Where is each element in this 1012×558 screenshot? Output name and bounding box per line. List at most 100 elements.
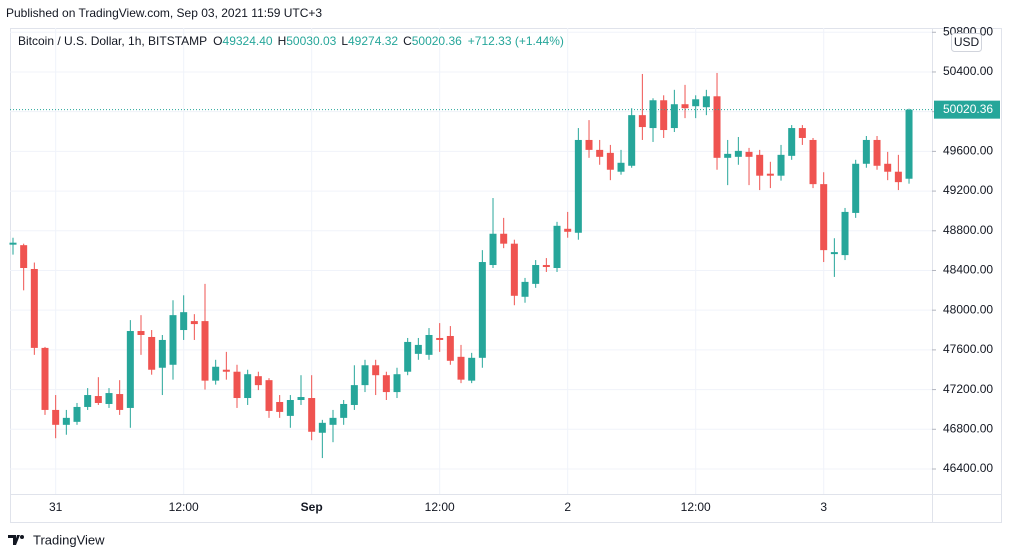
candle-body	[350, 385, 358, 405]
candle-body	[649, 100, 657, 129]
y-tick-label: 46800.00	[943, 421, 993, 435]
chart-title: Bitcoin / U.S. Dollar, 1h, BITSTAMP O4932…	[18, 34, 564, 48]
y-tick-label: 47600.00	[943, 342, 993, 356]
ohlc-value: 49324.40	[223, 34, 273, 48]
candle-body	[361, 365, 369, 386]
brand-name: TradingView	[33, 532, 105, 547]
candle-body	[404, 341, 412, 372]
candle-body	[126, 331, 134, 408]
candle-body	[62, 417, 70, 425]
x-tick-label: 12:00	[169, 500, 199, 514]
x-tick-label: Sep	[301, 500, 323, 514]
candle-body	[233, 371, 241, 399]
candle-body	[105, 393, 113, 404]
candle-body	[841, 211, 849, 256]
logo-dot	[20, 535, 24, 539]
candle-body	[884, 163, 892, 172]
y-tick-label: 47200.00	[943, 382, 993, 396]
candle-body	[468, 357, 476, 381]
candle-body	[788, 128, 796, 156]
candle-body	[500, 233, 508, 244]
candle-body	[777, 154, 785, 176]
candle-body	[628, 115, 636, 166]
y-tick-label: 48400.00	[943, 263, 993, 277]
candle-body	[180, 312, 188, 331]
candle-body	[169, 315, 177, 365]
candle-body	[372, 365, 380, 376]
candle-body	[542, 265, 550, 268]
candle-body	[766, 173, 774, 176]
overlay: 46400.00 46800.00 47200.00 47600.00 48000.00…	[10, 24, 1000, 514]
candle-body	[478, 262, 486, 358]
candle-body	[84, 395, 92, 407]
candle-body	[20, 245, 28, 268]
candle-body	[308, 398, 316, 432]
candle-body	[798, 128, 806, 138]
candle-body	[425, 334, 433, 355]
candle-body	[489, 233, 497, 266]
x-tick-label: 3	[820, 500, 827, 514]
candle-body	[265, 380, 273, 411]
candle-body	[510, 243, 518, 296]
candle-body	[254, 376, 262, 386]
candle-body	[809, 139, 817, 185]
ohlc-value: 50020.36	[412, 34, 462, 48]
candle-body	[660, 100, 668, 131]
y-tick-label: 49600.00	[943, 144, 993, 158]
ohlc-value: 49274.32	[348, 34, 398, 48]
candle-body	[73, 406, 81, 422]
candle-body	[30, 268, 38, 348]
candle-body	[94, 396, 102, 403]
candle-body	[585, 139, 593, 150]
candle-body	[830, 252, 838, 255]
candle-body	[201, 321, 209, 381]
candle-body	[905, 109, 913, 179]
candle-body	[702, 96, 710, 108]
candle-body	[318, 422, 326, 433]
candle-body	[212, 366, 220, 381]
candle-body	[329, 417, 337, 425]
candle-body	[713, 96, 721, 158]
x-tick-label: 31	[49, 500, 63, 514]
last-price-tag	[934, 100, 1000, 119]
candle-body	[532, 265, 540, 284]
candles	[9, 72, 913, 459]
candle-body	[670, 104, 678, 129]
candle-body	[148, 336, 156, 370]
y-tick-label: 48000.00	[943, 302, 993, 316]
candle-body	[116, 394, 124, 410]
candle-body	[190, 321, 198, 325]
ohlc-key: C	[403, 34, 412, 48]
y-tick-label: 46400.00	[943, 461, 993, 475]
currency-label: USD	[954, 35, 980, 49]
candle-body	[137, 331, 145, 335]
candle-body	[297, 397, 305, 401]
candle-body	[745, 151, 753, 157]
y-tick-label: 48800.00	[943, 223, 993, 237]
candle-body	[862, 139, 870, 164]
candle-body	[52, 409, 60, 425]
ohlc-key: L	[341, 34, 348, 48]
candle-body	[393, 374, 401, 393]
candle-body	[222, 369, 230, 372]
candle-body	[894, 171, 902, 183]
currency-box	[951, 33, 982, 52]
candle-body	[681, 104, 689, 109]
x-tick-label: 12:00	[681, 500, 711, 514]
candle-body	[446, 335, 454, 361]
last-price-label: 50020.36	[943, 102, 993, 116]
x-tick-label: 12:00	[425, 500, 455, 514]
change-label: +712.33 (+1.44%)	[468, 34, 564, 48]
candle-body	[158, 339, 166, 368]
candle-body	[244, 374, 252, 399]
candle-body	[756, 154, 764, 176]
logo-icon	[8, 535, 20, 545]
ohlc-key: H	[278, 34, 287, 48]
candle-body	[564, 228, 572, 232]
candle-body	[820, 184, 828, 251]
candle-body	[457, 356, 465, 380]
x-tick-label: 2	[564, 500, 571, 514]
